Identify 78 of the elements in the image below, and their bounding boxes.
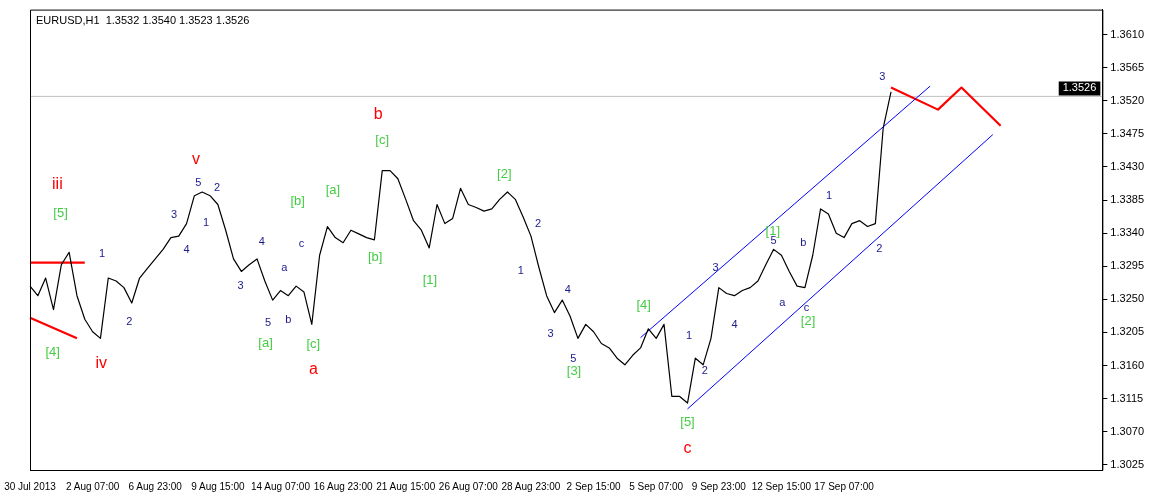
annotation: c	[803, 301, 810, 314]
x-tick-label: 28 Aug 23:00	[501, 480, 561, 492]
annotation: a	[779, 295, 787, 308]
annotation: 1	[98, 247, 106, 260]
y-tick-label: 1.3115	[1110, 391, 1144, 404]
x-tick-label: 6 Aug 23:00	[128, 480, 183, 492]
x-tick-label: 12 Sep 15:00	[751, 480, 812, 492]
annotation: 3	[547, 327, 554, 340]
annotation: 5	[570, 352, 577, 365]
x-tick-label: 9 Sep 23:00	[691, 480, 747, 492]
annotation: 4	[258, 235, 265, 248]
annotation: c	[683, 439, 692, 457]
y-tick-label: 1.3340	[1110, 226, 1145, 239]
annotation: 2	[126, 315, 133, 328]
y-tick-label: 1.3475	[1110, 126, 1145, 139]
x-tick-label: 14 Aug 07:00	[251, 480, 311, 492]
annotation: 4	[564, 283, 571, 296]
ref-line-label: 1.3526	[1062, 81, 1097, 94]
y-tick-label: 1.3385	[1110, 193, 1145, 206]
annotation: 5	[264, 315, 272, 328]
annotation: iii	[52, 174, 63, 192]
y-tick-label: 1.3070	[1110, 424, 1145, 437]
y-tick-label: 1.3205	[1110, 325, 1145, 338]
annotation: b	[800, 236, 807, 249]
annotation: 2	[876, 241, 883, 254]
x-tick-label: 30 Jul 2013	[4, 480, 57, 492]
annotation: b	[373, 104, 383, 122]
x-tick-label: 9 Aug 15:00	[191, 480, 245, 492]
annotation: iv	[95, 353, 108, 371]
annotation: 1	[517, 263, 524, 276]
annotation: 2	[214, 180, 221, 193]
annotation: 1	[686, 329, 693, 342]
annotation: [a]	[325, 181, 341, 197]
annotation: 1	[826, 189, 833, 201]
annotation: a	[281, 261, 289, 274]
x-tick-label: 2 Aug 07:00	[65, 480, 120, 492]
y-tick-label: 1.3430	[1110, 160, 1145, 173]
annotation: [4]	[636, 296, 651, 312]
x-tick-label: 16 Aug 23:00	[313, 480, 373, 492]
annotation: [c]	[375, 132, 390, 148]
y-tick-label: 1.3520	[1110, 93, 1145, 106]
annotation: 3	[879, 69, 886, 82]
annotation: v	[191, 150, 200, 168]
x-tick-label: 26 Aug 07:00	[438, 480, 499, 492]
annotation: a	[308, 359, 318, 377]
y-tick-label: 1.3610	[1110, 27, 1145, 40]
annotation: 1	[203, 215, 210, 228]
x-tick-label: 21 Aug 15:00	[376, 480, 436, 492]
annotation: [1]	[422, 272, 438, 288]
annotation: c	[298, 237, 305, 250]
annotation: 4	[731, 317, 738, 330]
y-tick-label: 1.3250	[1110, 292, 1145, 305]
annotation: [c]	[306, 336, 321, 352]
y-tick-label: 1.3160	[1110, 358, 1145, 371]
chart-title: EURUSD,H1 1.3532 1.3540 1.3523 1.3526	[36, 13, 250, 26]
annotation: [2]	[497, 165, 512, 181]
annotation: 3	[170, 208, 178, 221]
annotation: [5]	[680, 413, 695, 429]
annotation: b	[285, 312, 292, 325]
annotation: 2	[534, 216, 542, 229]
x-tick-label: 17 Sep 07:00	[814, 480, 875, 492]
annotation: 2	[701, 363, 708, 376]
annotation: [4]	[45, 344, 60, 360]
annotation: [a]	[258, 335, 273, 351]
annotation: [3]	[566, 362, 582, 378]
x-tick-label: 5 Sep 07:00	[629, 480, 684, 492]
annotation: 5	[195, 175, 202, 188]
annotation: [2]	[800, 313, 816, 329]
y-tick-label: 1.3295	[1110, 259, 1145, 272]
annotation: 4	[183, 242, 190, 255]
annotation: [b]	[290, 192, 305, 208]
annotation: [b]	[367, 249, 383, 265]
y-tick-label: 1.3025	[1110, 457, 1145, 470]
y-tick-label: 1.3565	[1110, 60, 1145, 73]
annotation: 3	[712, 260, 719, 273]
annotation: [5]	[53, 204, 68, 220]
annotation: 3	[237, 279, 244, 292]
x-tick-label: 2 Sep 15:00	[566, 480, 621, 492]
